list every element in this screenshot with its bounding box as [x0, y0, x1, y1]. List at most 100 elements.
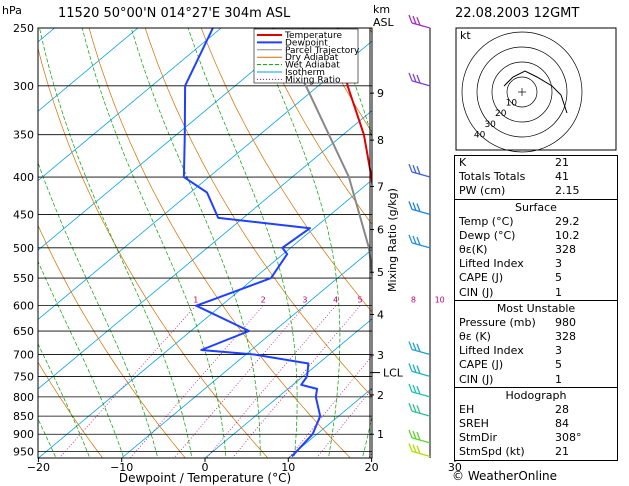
- height-tick-label: 3: [377, 349, 384, 362]
- pressure-tick-label: 900: [13, 428, 34, 441]
- pressure-tick-label: 300: [13, 80, 34, 93]
- hodograph-title: Hodograph: [505, 388, 567, 402]
- most-unstable-title: Most Unstable: [496, 301, 576, 315]
- height-tick-label: 6: [377, 224, 384, 237]
- wet-adiabat-line: [393, 0, 449, 468]
- pressure-tick-label: 800: [13, 391, 34, 404]
- wind-barb-flag: [408, 72, 413, 82]
- mixing-ratio-line: [288, 355, 372, 458]
- wind-barb-flag: [416, 166, 421, 175]
- pressure-tick-label: 250: [13, 22, 34, 35]
- wind-barb-staff: [411, 242, 431, 249]
- wind-barb-flag: [408, 201, 413, 210]
- legend-label: Mixing Ratio: [285, 75, 341, 85]
- wind-barb-flag: [416, 405, 421, 414]
- hodograph-ring-label: 30: [484, 120, 496, 130]
- wind-barb-flag: [408, 429, 413, 439]
- pressure-tick-label: 450: [13, 208, 34, 221]
- wind-barb-staff: [411, 348, 431, 356]
- isotherm-line: [38, 110, 372, 390]
- wet-adiabat-line: [38, 161, 159, 458]
- wind-barb-staff: [411, 391, 431, 398]
- wind-barbs: [408, 14, 431, 458]
- hodograph-ring-label: 20: [495, 109, 507, 119]
- isotherm-line: [38, 28, 139, 112]
- height-tick-label: 8: [377, 134, 384, 147]
- hodo-row-stmdir: StmDir 308°: [459, 431, 582, 445]
- height-axis: 9 8 7 6 5 4 3 2 1 LCL: [369, 28, 404, 458]
- wind-barb-flag: [408, 341, 413, 350]
- wind-barb-flag: [412, 235, 417, 245]
- height-tick-label: 1: [377, 428, 384, 441]
- legend-label: Wet Adiabat: [285, 61, 340, 71]
- wind-barb-flag: [408, 163, 413, 173]
- wind-barb-staff: [411, 80, 431, 87]
- mixing-ratio-line: [316, 388, 372, 458]
- dry-adiabat-line: [256, 28, 372, 225]
- x-tick-label: 10: [281, 461, 295, 474]
- wind-barb-staff: [411, 22, 431, 29]
- wind-barb-staff: [411, 410, 431, 417]
- wind-barb-flag: [416, 365, 421, 374]
- height-tick-label: 4: [377, 309, 384, 322]
- legend-label: Temperature: [284, 31, 342, 41]
- pressure-tick-label: 950: [13, 445, 34, 458]
- height-tick-label: 5: [377, 266, 384, 279]
- height-tick-label: 9: [377, 87, 384, 100]
- pressure-tick-label: 750: [13, 370, 34, 383]
- series-parcel-trajectory-line: [271, 28, 372, 281]
- wind-barb-flag: [416, 343, 421, 352]
- copyright-weatheronline: © WeatherOnline: [452, 469, 558, 483]
- isotherm-line: [38, 179, 372, 458]
- mu-row-cape: CAPE (J) 5: [459, 358, 562, 372]
- pressure-axis-ticks: 250 300 350 400 450 500 550 600 650 700 750 800 850 9…: [13, 22, 34, 458]
- indices-hodograph-section: Hodograph EH 28 SREH 84 StmDir 308° StmSpd …: [455, 386, 617, 460]
- indices-most-unstable-section: Most Unstable Pressure (mb) 980 θε (K) 328…: [455, 299, 617, 387]
- mixing-ratio-label: 5: [358, 296, 363, 305]
- wind-barb-staff: [411, 450, 431, 457]
- surface-row-theta-e: θε(K) 328: [459, 243, 576, 257]
- isotherm-line: [38, 28, 222, 182]
- surface-title: Surface: [515, 200, 557, 214]
- x-tick-label: −10: [110, 461, 133, 474]
- x-tick-label: 20: [365, 461, 379, 474]
- surface-row-cape: CAPE (J) 5: [459, 271, 562, 285]
- wind-barb-staff: [411, 171, 431, 178]
- plot-frame: [37, 27, 373, 459]
- wind-barb-staff: [411, 370, 431, 378]
- isotherm-line: [38, 40, 372, 321]
- mixing-ratio-axis-label: Mixing Ratio (g/kg): [386, 188, 399, 292]
- height-unit-km: km: [373, 3, 390, 16]
- station-info: 11520 50°00'N 014°27'E 304m ASL: [58, 6, 291, 21]
- legend-label: Dry Adiabat: [285, 53, 339, 63]
- hodo-row-stmspd: StmSpd (kt) 21: [459, 445, 569, 459]
- wind-barb-flag: [412, 342, 417, 351]
- height-unit-asl: ASL: [373, 16, 395, 29]
- wind-barb-flag: [416, 385, 421, 395]
- date-time: 22.08.2003 12GMT: [455, 6, 580, 21]
- wet-adiabat-line: [38, 418, 57, 458]
- wind-barb-flag: [408, 383, 413, 393]
- mixing-ratio-line: [173, 305, 306, 458]
- dry-adiabat-line: [312, 28, 372, 133]
- hodo-row-sreh: SREH 84: [459, 417, 569, 431]
- wind-barb-flag: [412, 15, 417, 25]
- hodograph-trace: [503, 70, 568, 114]
- mu-row-lifted-index: Lifted Index 3: [459, 344, 562, 358]
- mu-row-pressure: Pressure (mb) 980: [459, 315, 576, 329]
- index-row-pw: PW (cm) 2.15: [459, 184, 580, 198]
- lcl-label: LCL: [383, 367, 404, 380]
- wind-barb-flag: [416, 445, 421, 454]
- hodograph-unit-label: kt: [460, 29, 471, 42]
- pressure-tick-label: 350: [13, 129, 34, 142]
- indices-surface-section: Surface Temp (°C) 29.2 Dewp (°C) 10.2 θε(K…: [455, 198, 617, 300]
- mixing-ratio-label: 10: [435, 296, 445, 305]
- wind-barb-flag: [408, 363, 413, 372]
- mixing-ratio-line: [206, 305, 336, 458]
- pressure-tick-label: 700: [13, 349, 34, 362]
- hodograph-frame: [455, 27, 617, 151]
- indices-top-section: K 21 Totals Totals 41 PW (cm) 2.15: [455, 156, 617, 199]
- wind-barb-flag: [416, 16, 421, 26]
